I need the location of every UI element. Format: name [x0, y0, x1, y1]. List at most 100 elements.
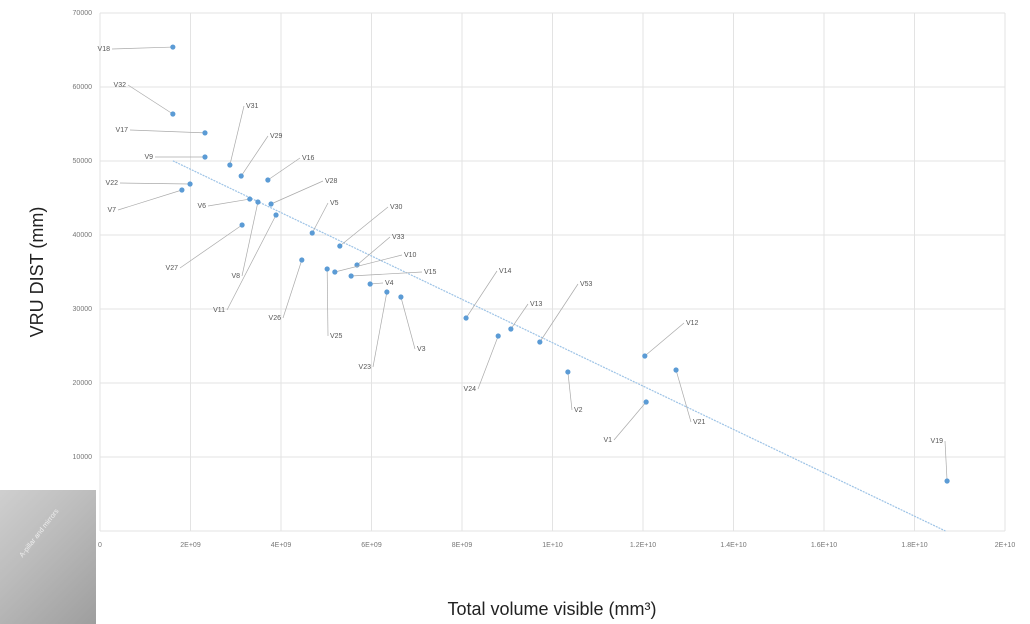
point-label: V4	[385, 280, 394, 287]
point-label: V14	[499, 268, 512, 275]
point-label: V21	[693, 419, 706, 426]
point-label: V16	[302, 155, 315, 162]
x-tick-label: 1.4E+10	[720, 542, 746, 549]
point-label: V13	[530, 301, 543, 308]
point	[273, 212, 279, 218]
point	[673, 367, 679, 373]
point-label: V10	[404, 252, 417, 259]
point	[309, 230, 315, 236]
point-label: V31	[246, 103, 259, 110]
point-label: V25	[330, 333, 343, 340]
point-label: V27	[166, 265, 179, 272]
leader-line	[267, 157, 301, 181]
point	[324, 266, 330, 272]
y-tick-label: 60000	[73, 84, 93, 91]
leader-line	[567, 371, 573, 411]
leader-line	[351, 271, 423, 277]
leader-line	[117, 189, 183, 211]
x-tick-label: 1E+10	[542, 542, 563, 549]
leader-line	[400, 296, 416, 350]
leader-line	[282, 259, 303, 319]
y-tick-label: 70000	[73, 10, 93, 17]
inset-image: A-pillar and mirrors	[0, 490, 96, 624]
leader-line	[241, 201, 259, 277]
point-label: V2	[574, 407, 583, 414]
leader-line	[510, 303, 529, 330]
point-label: V33	[392, 234, 405, 241]
leader-line	[477, 335, 499, 390]
point-label: V30	[390, 204, 403, 211]
point	[170, 111, 176, 117]
leader-line	[111, 46, 173, 50]
point	[332, 269, 338, 275]
point-label: V23	[359, 364, 372, 371]
point	[643, 399, 649, 405]
point	[642, 353, 648, 359]
point	[337, 243, 343, 249]
point	[537, 339, 543, 345]
point	[495, 333, 501, 339]
point	[384, 289, 390, 295]
point	[565, 369, 571, 375]
x-tick-label: 1.2E+10	[630, 542, 656, 549]
leader-line	[356, 236, 391, 266]
point	[227, 162, 233, 168]
point	[247, 196, 253, 202]
point	[348, 273, 354, 279]
leader-line	[539, 283, 579, 343]
point	[255, 199, 261, 205]
point-label: V6	[197, 203, 206, 210]
point-label: V19	[931, 438, 944, 445]
y-tick-label: 20000	[73, 380, 93, 387]
point-label: V12	[686, 320, 699, 327]
point-label: V18	[98, 46, 111, 53]
point-label: V53	[580, 281, 593, 288]
point-label: V7	[107, 207, 116, 214]
point-label: V24	[464, 386, 477, 393]
y-axis-title: VRU DIST (mm)	[27, 207, 47, 338]
point-label: V17	[116, 127, 129, 134]
x-tick-label: 1.8E+10	[901, 542, 927, 549]
leader-line	[127, 84, 174, 115]
point-label: V1	[603, 437, 612, 444]
point-label: V22	[106, 180, 119, 187]
y-tick-label: 40000	[73, 232, 93, 239]
leader-line	[372, 291, 388, 368]
leader-line	[226, 214, 277, 311]
leader-line	[613, 401, 647, 441]
point-label: V8	[231, 273, 240, 280]
leader-line	[240, 135, 269, 177]
leader-line	[207, 198, 250, 207]
leader-line	[270, 180, 324, 205]
point-label: V5	[330, 200, 339, 207]
leader-line	[644, 322, 685, 357]
point-label: V32	[114, 82, 127, 89]
point	[265, 177, 271, 183]
point-label: V3	[417, 346, 426, 353]
point	[202, 154, 208, 160]
point-label: V15	[424, 269, 437, 276]
leader-line	[675, 369, 692, 423]
leader-line	[465, 270, 498, 319]
point	[463, 315, 469, 321]
y-tick-label: 30000	[73, 306, 93, 313]
point	[944, 478, 950, 484]
y-tick-label: 10000	[73, 454, 93, 461]
x-tick-label: 8E+09	[452, 542, 473, 549]
x-tick-label: 4E+09	[271, 542, 292, 549]
leader-line	[311, 202, 329, 234]
point	[367, 281, 373, 287]
x-tick-label: 1.6E+10	[811, 542, 837, 549]
point	[238, 173, 244, 179]
point-label: V29	[270, 133, 283, 140]
leader-line	[334, 254, 403, 273]
point	[508, 326, 514, 332]
point	[202, 130, 208, 136]
leader-line	[944, 440, 948, 481]
y-tick-label: 50000	[73, 158, 93, 165]
leader-line	[339, 206, 389, 247]
leader-line	[179, 224, 243, 269]
x-tick-label: 6E+09	[361, 542, 382, 549]
